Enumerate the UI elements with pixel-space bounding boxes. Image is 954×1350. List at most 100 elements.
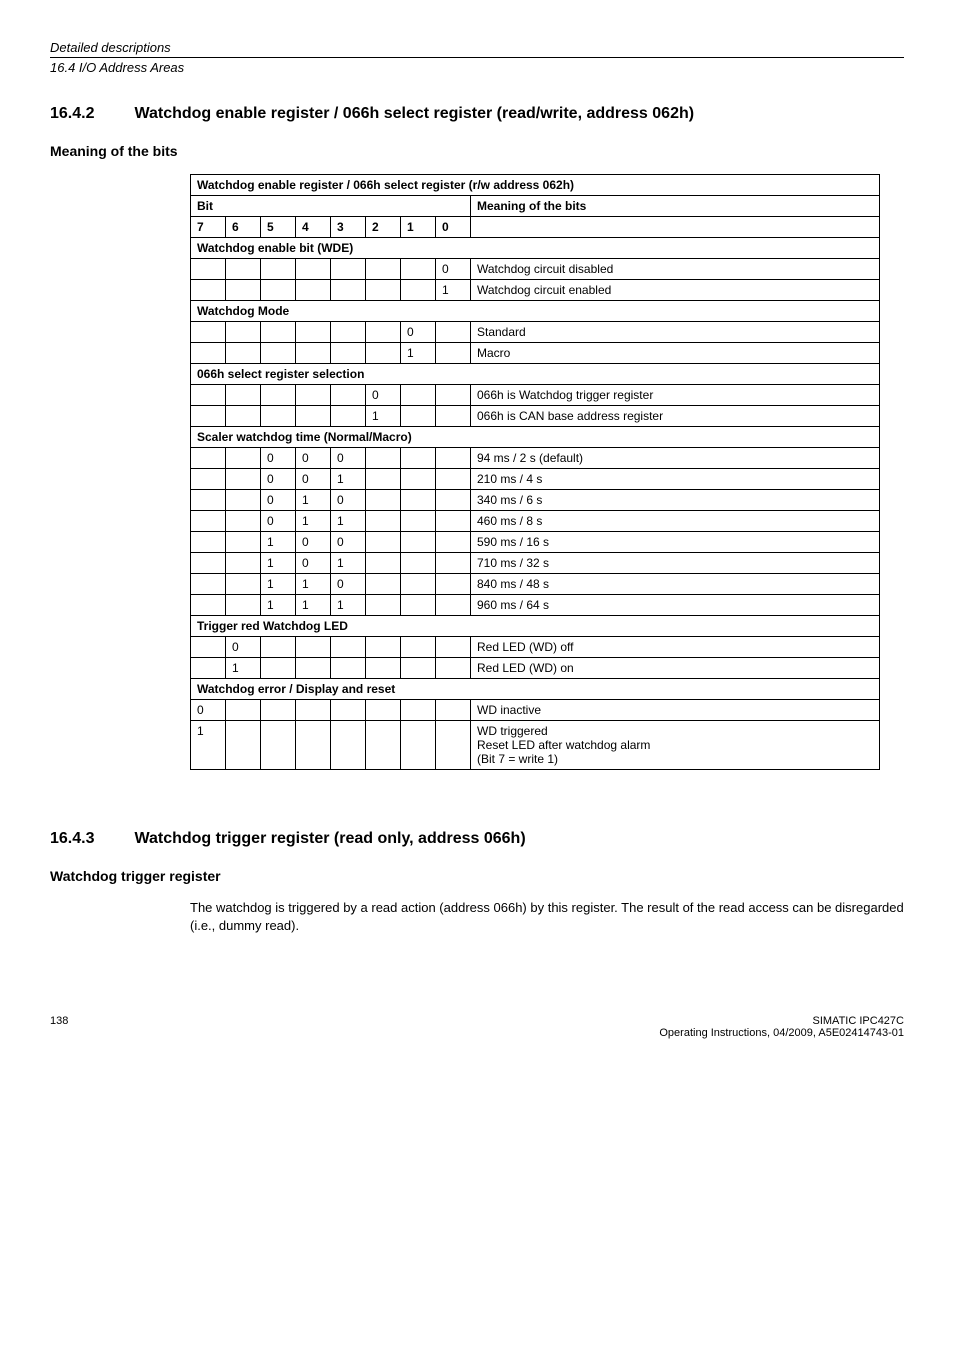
footer-page: 138	[50, 1015, 68, 1039]
desc-cell: 590 ms / 16 s	[471, 532, 880, 553]
register-table: Watchdog enable register / 066h select r…	[190, 174, 880, 770]
bit-cell	[366, 469, 401, 490]
bit-cell	[226, 721, 261, 770]
bit-cell	[436, 469, 471, 490]
bit-cell	[191, 574, 226, 595]
bit-cell	[331, 259, 366, 280]
bit-header: Bit	[191, 196, 471, 217]
bit-cell: 0	[296, 553, 331, 574]
bit-cell: 0	[261, 490, 296, 511]
section-number: 16.4.3	[50, 830, 130, 848]
bit-cell: 0	[331, 532, 366, 553]
bit-cell: 1	[226, 658, 261, 679]
group-title: Watchdog Mode	[191, 301, 880, 322]
bit-cell	[296, 700, 331, 721]
bit-cell	[401, 700, 436, 721]
bit-cell	[296, 721, 331, 770]
bit-cell	[191, 322, 226, 343]
desc-cell: 066h is Watchdog trigger register	[471, 385, 880, 406]
footer-right2: Operating Instructions, 04/2009, A5E0241…	[659, 1027, 904, 1039]
bit-cell	[401, 595, 436, 616]
bit-cell	[401, 280, 436, 301]
bit-cell	[296, 322, 331, 343]
bit-cell	[191, 637, 226, 658]
desc-cell: Watchdog circuit enabled	[471, 280, 880, 301]
bit-cell	[296, 658, 331, 679]
bit-col-6: 6	[226, 217, 261, 238]
bit-cell	[191, 490, 226, 511]
desc-cell: 840 ms / 48 s	[471, 574, 880, 595]
desc-cell: WD inactive	[471, 700, 880, 721]
bit-cell	[436, 574, 471, 595]
bit-cell	[331, 322, 366, 343]
header-sub: 16.4 I/O Address Areas	[50, 57, 904, 75]
bit-cell	[191, 658, 226, 679]
bit-cell	[226, 490, 261, 511]
section-heading-1: 16.4.2 Watchdog enable register / 066h s…	[50, 105, 904, 123]
bit-cell	[401, 553, 436, 574]
bit-cell: 1	[331, 595, 366, 616]
bit-cell: 1	[261, 553, 296, 574]
desc-cell: 210 ms / 4 s	[471, 469, 880, 490]
desc-cell: Watchdog circuit disabled	[471, 259, 880, 280]
bit-cell: 1	[191, 721, 226, 770]
bit-cell	[401, 637, 436, 658]
bit-cell	[436, 532, 471, 553]
bit-cell	[401, 448, 436, 469]
bit-cell: 0	[331, 448, 366, 469]
bit-cell: 1	[401, 343, 436, 364]
bit-cell: 0	[261, 448, 296, 469]
desc-cell: 340 ms / 6 s	[471, 490, 880, 511]
bit-cell	[261, 658, 296, 679]
bit-cell: 0	[226, 637, 261, 658]
bit-cell	[436, 658, 471, 679]
bit-cell	[226, 469, 261, 490]
bit-cell: 1	[331, 469, 366, 490]
bit-cell	[191, 595, 226, 616]
desc-cell: 710 ms / 32 s	[471, 553, 880, 574]
bit-cell	[191, 532, 226, 553]
bit-cell	[296, 259, 331, 280]
section-number: 16.4.2	[50, 105, 130, 123]
desc-cell: Red LED (WD) off	[471, 637, 880, 658]
meaning-empty	[471, 217, 880, 238]
bit-cell	[436, 721, 471, 770]
bit-cell	[366, 511, 401, 532]
group-title: 066h select register selection	[191, 364, 880, 385]
bit-cell	[191, 280, 226, 301]
bit-cell	[261, 406, 296, 427]
bit-cell	[436, 511, 471, 532]
bit-cell	[401, 259, 436, 280]
bit-cell	[226, 322, 261, 343]
bit-cell: 0	[436, 259, 471, 280]
bit-cell	[436, 322, 471, 343]
bit-col-2: 2	[366, 217, 401, 238]
bit-cell	[366, 574, 401, 595]
bit-col-3: 3	[331, 217, 366, 238]
bit-cell	[401, 490, 436, 511]
bit-cell: 1	[296, 490, 331, 511]
bit-col-0: 0	[436, 217, 471, 238]
bit-cell	[436, 343, 471, 364]
footer-right: SIMATIC IPC427C Operating Instructions, …	[659, 1015, 904, 1039]
bit-col-4: 4	[296, 217, 331, 238]
bit-cell	[191, 511, 226, 532]
bit-cell: 0	[261, 469, 296, 490]
bit-cell	[366, 259, 401, 280]
bit-cell: 1	[296, 574, 331, 595]
bit-cell: 1	[296, 511, 331, 532]
bit-cell: 1	[436, 280, 471, 301]
bit-cell	[401, 721, 436, 770]
bit-cell	[261, 259, 296, 280]
group-title: Scaler watchdog time (Normal/Macro)	[191, 427, 880, 448]
group-title: Watchdog enable bit (WDE)	[191, 238, 880, 259]
bit-cell	[366, 490, 401, 511]
bit-cell	[296, 637, 331, 658]
bit-cell: 1	[261, 532, 296, 553]
bit-cell	[366, 700, 401, 721]
bit-cell	[226, 532, 261, 553]
bit-cell	[191, 448, 226, 469]
bit-cell	[296, 343, 331, 364]
bit-cell	[296, 280, 331, 301]
bit-cell: 0	[366, 385, 401, 406]
